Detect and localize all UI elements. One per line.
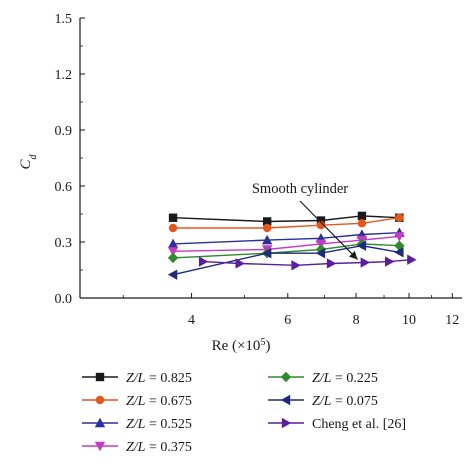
legend-label: Z/L = 0.825 xyxy=(126,371,192,386)
marker-circle xyxy=(395,213,404,222)
annotation-arrow-line xyxy=(299,200,358,260)
marker-circle xyxy=(262,223,272,233)
marker-triangle-right xyxy=(291,260,301,271)
marker-triangle-right xyxy=(407,254,417,265)
x-tick-label: 4 xyxy=(188,313,195,328)
x-tick-label: 10 xyxy=(402,313,416,328)
marker-triangle-up xyxy=(167,238,179,249)
annotation-label: Smooth cylinder xyxy=(252,181,348,197)
marker-triangle-right xyxy=(281,417,292,429)
marker-square xyxy=(95,372,105,382)
marker-diamond xyxy=(280,371,292,383)
y-tick-label: 0.6 xyxy=(55,180,73,195)
y-tick-label: 0.3 xyxy=(55,236,73,251)
legend-label: Cheng et al. [26] xyxy=(312,417,406,432)
legend-item: Z/L = 0.225 xyxy=(268,371,378,386)
y-tick-label: 1.5 xyxy=(55,12,73,27)
y-tick-label: 0.0 xyxy=(55,292,73,307)
x-axis-title: Re (×105) xyxy=(212,337,271,355)
annotation-arrow-head xyxy=(349,251,358,260)
legend-item: Z/L = 0.525 xyxy=(82,417,192,432)
marker-triangle-right xyxy=(198,256,209,267)
marker-circle xyxy=(95,395,105,405)
y-axis-title: Cd xyxy=(18,153,39,169)
series-layer xyxy=(167,211,417,280)
marker-triangle-left xyxy=(315,248,326,259)
marker-diamond xyxy=(394,240,405,251)
marker-circle xyxy=(316,221,326,230)
series-0 xyxy=(168,211,404,226)
marker-triangle-right xyxy=(235,258,245,269)
legend-label: Z/L = 0.525 xyxy=(126,417,192,432)
marker-diamond xyxy=(167,252,179,264)
marker-square xyxy=(168,213,178,222)
legend-label: Z/L = 0.675 xyxy=(126,394,192,409)
marker-triangle-left xyxy=(261,248,272,259)
series-1 xyxy=(168,213,404,233)
legend-item: Cheng et al. [26] xyxy=(268,417,406,432)
marker-circle xyxy=(168,223,178,233)
marker-triangle-right xyxy=(360,257,371,268)
marker-triangle-left xyxy=(394,247,404,258)
marker-triangle-right xyxy=(326,258,337,269)
marker-triangle-left xyxy=(356,240,367,251)
series-6 xyxy=(198,254,417,271)
marker-square xyxy=(316,216,326,225)
marker-triangle-up xyxy=(94,417,106,428)
marker-circle xyxy=(357,219,367,228)
x-tick-label: 6 xyxy=(284,313,291,328)
x-tick-label: 8 xyxy=(353,313,360,328)
y-tick-label: 1.2 xyxy=(55,68,73,83)
annotations: Smooth cylinder xyxy=(252,181,358,260)
marker-triangle-down xyxy=(394,232,405,242)
marker-triangle-up xyxy=(261,234,273,245)
legend-label: Z/L = 0.375 xyxy=(126,440,192,455)
series-2 xyxy=(167,227,405,249)
legend-label: Z/L = 0.225 xyxy=(312,371,378,386)
legend-label: Z/L = 0.075 xyxy=(312,394,378,409)
axes: 4 6 8 10 12 0.0 0.3 0.6 0.9 1.2 1.5 Re (×105) Cd xyxy=(18,12,462,354)
marker-triangle-left xyxy=(280,394,291,406)
legend-item: Z/L = 0.675 xyxy=(82,394,192,409)
marker-triangle-right xyxy=(385,256,395,267)
y-tick-label: 0.9 xyxy=(55,124,73,139)
marker-square xyxy=(262,217,272,226)
legend-item: Z/L = 0.075 xyxy=(268,394,378,409)
legend-item: Z/L = 0.825 xyxy=(82,371,192,386)
legend-item: Z/L = 0.375 xyxy=(82,440,192,455)
x-tick-label: 12 xyxy=(445,313,459,328)
legend: Z/L = 0.825 Z/L = 0.675 Z/L = 0.525 Z/L = 0… xyxy=(82,371,406,455)
marker-triangle-left xyxy=(167,269,178,280)
marker-triangle-down xyxy=(167,247,179,257)
marker-triangle-down xyxy=(94,441,106,452)
marker-square xyxy=(357,211,367,221)
